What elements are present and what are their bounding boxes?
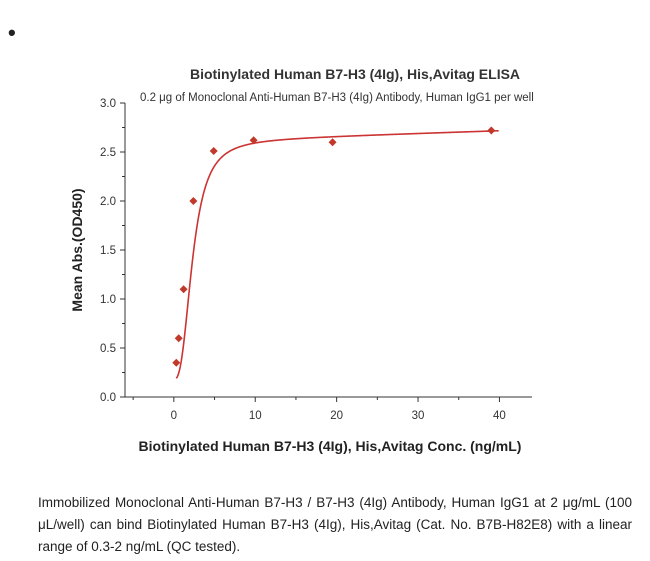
chart-axes — [124, 103, 532, 398]
y-tick-label: 1.0 — [100, 294, 116, 306]
y-tick-label: 2.0 — [100, 196, 116, 208]
chart-title: Biotinylated Human B7-H3 (4Ig), His,Avit… — [189, 66, 521, 82]
y-tick-label: 1.5 — [100, 245, 116, 257]
data-point — [172, 358, 181, 367]
y-tick-label: 0.5 — [100, 343, 116, 355]
x-tick-label: 40 — [493, 410, 506, 422]
x-tick-label: 20 — [330, 410, 343, 422]
y-axis-label: Mean Abs.(OD450) — [69, 188, 85, 312]
chart-ticks: 0.0 0.5 1.0 1.5 2.0 2.5 3.0 0 10 20 30 40 — [100, 98, 506, 422]
x-axis-label: Biotinylated Human B7-H3 (4Ig), His,Avit… — [138, 438, 522, 454]
y-tick-label: 3.0 — [100, 98, 116, 110]
elisa-chart: 0.0 0.5 1.0 1.5 2.0 2.5 3.0 0 10 20 30 40 — [100, 98, 532, 422]
figure-caption: Immobilized Monoclonal Anti-Human B7-H3 … — [38, 495, 632, 554]
data-point — [209, 147, 218, 156]
fit-curve — [175, 129, 499, 379]
data-point — [249, 136, 258, 145]
y-tick-label: 2.5 — [100, 147, 116, 159]
x-tick-label: 10 — [249, 410, 262, 422]
data-points — [172, 126, 496, 367]
y-tick-label: 0.0 — [100, 392, 116, 404]
bullet-mark: • — [8, 20, 16, 45]
data-point — [179, 285, 188, 294]
data-point — [189, 197, 198, 205]
x-tick-label: 0 — [171, 410, 177, 422]
data-point — [487, 126, 496, 135]
chart-subtitle: 0.2 μg of Monoclonal Anti-Human B7-H3 (4… — [140, 92, 534, 104]
x-tick-label: 30 — [412, 410, 425, 422]
data-point — [174, 334, 183, 343]
data-point — [328, 138, 337, 147]
